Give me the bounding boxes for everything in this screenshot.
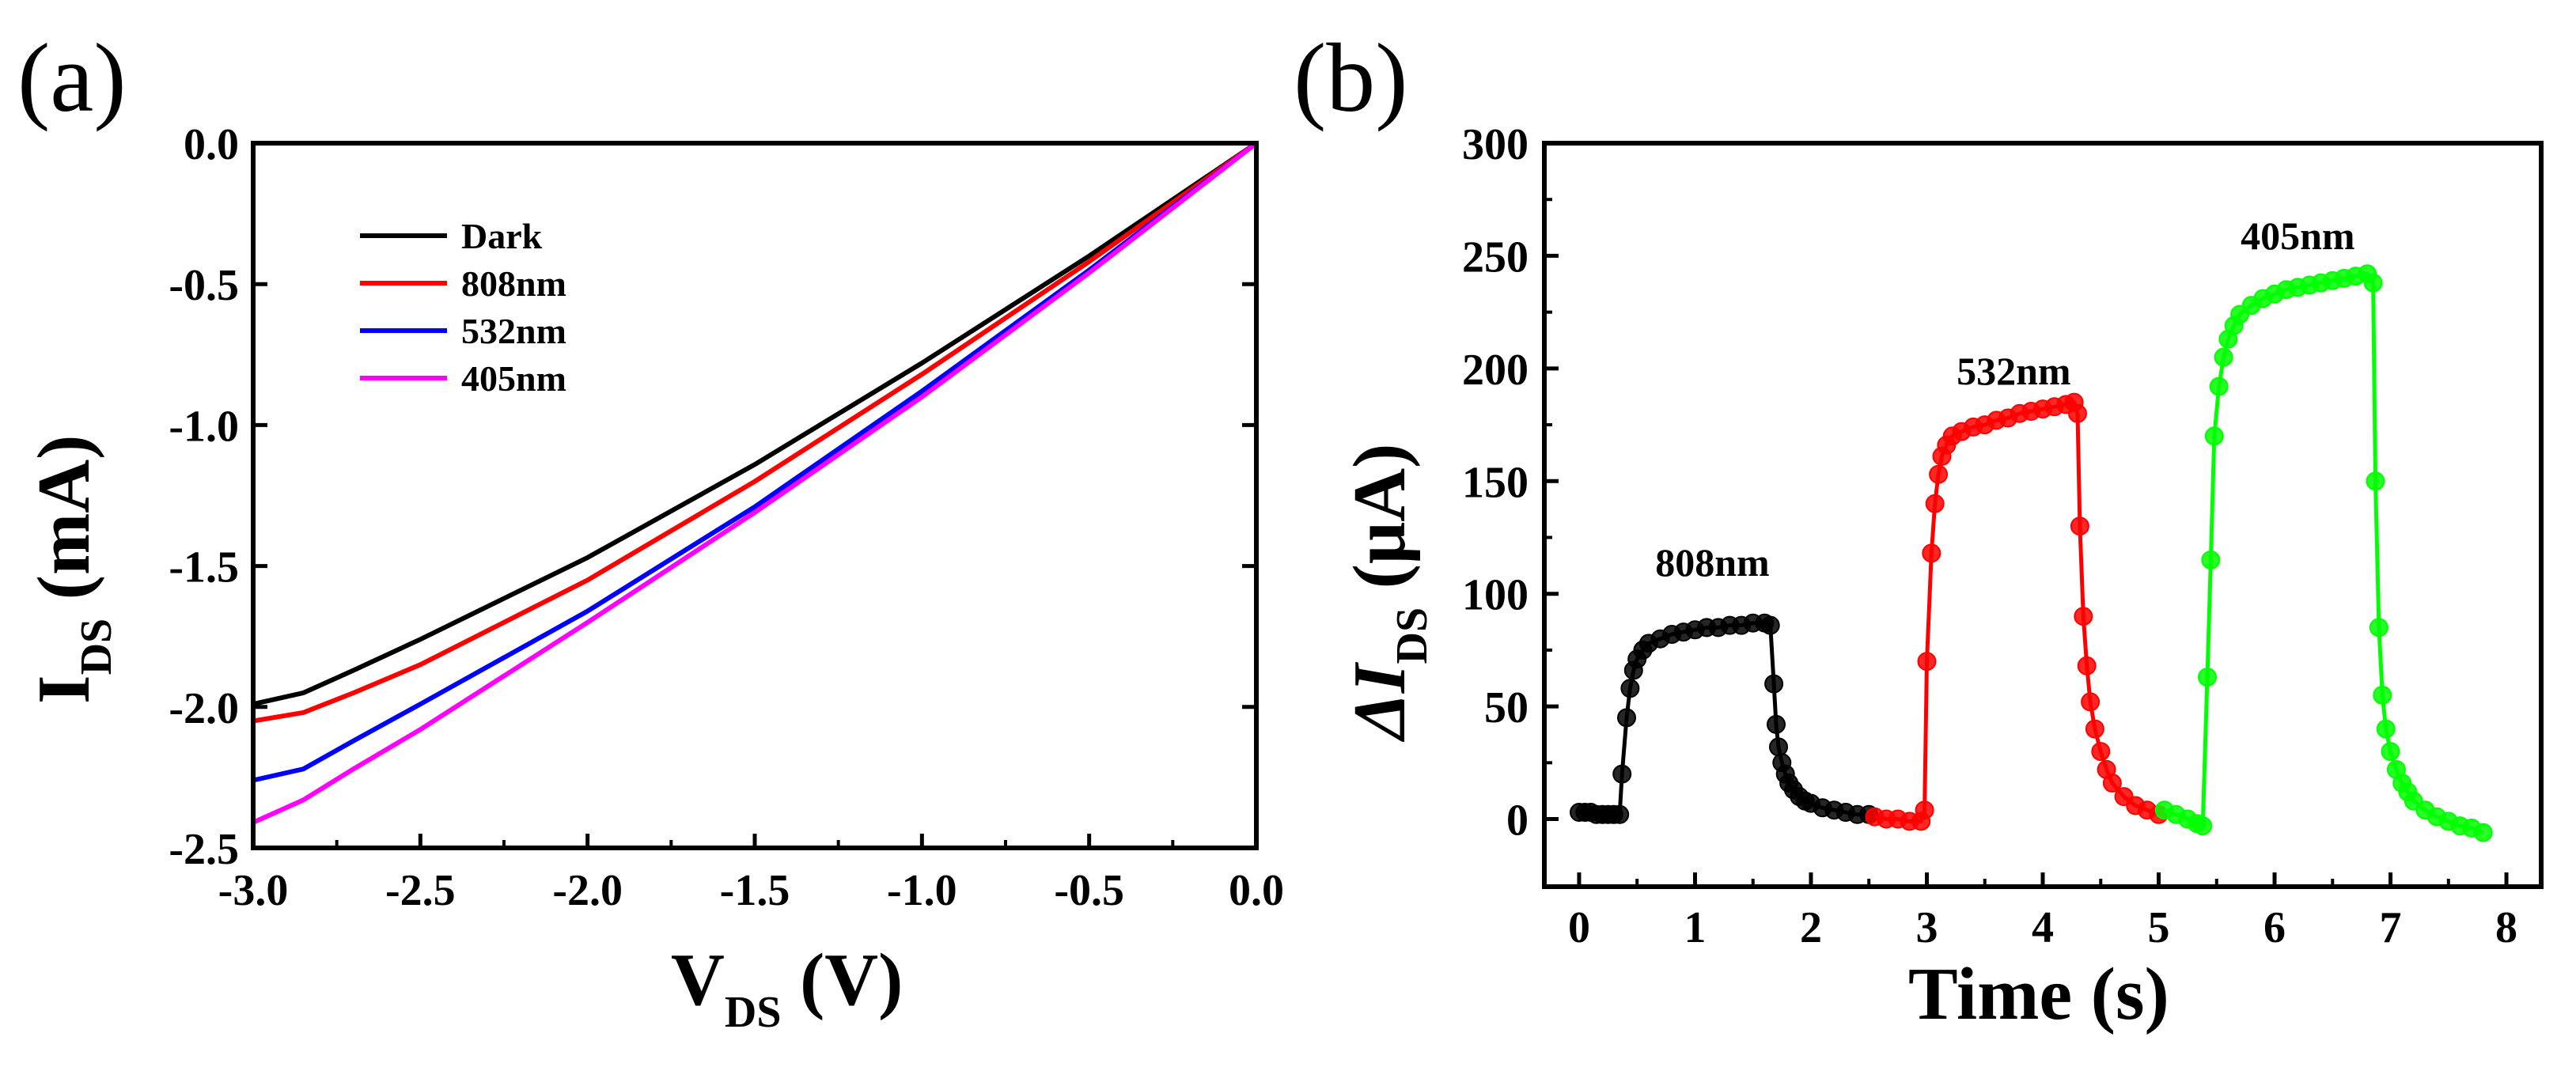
chart-b-series-group	[1570, 264, 2493, 842]
chart-b-point-808nm	[1612, 764, 1632, 784]
chart-a-ytick-label: -0.5	[169, 261, 239, 310]
chart-b-point-808nm	[1769, 737, 1788, 757]
chart-a-series-808nm	[252, 141, 1258, 724]
chart-b-annotations: 808nm 532nm 405nm	[1655, 214, 2354, 585]
chart-b-point-405nm	[2201, 551, 2221, 569]
chart-b-ticks: 0 1 2 3 4 5 6 7 8 0 50 100 150 200 250 300	[1462, 120, 2517, 952]
chart-a-series-group	[252, 141, 1258, 825]
chart-b-point-405nm	[2376, 719, 2396, 739]
chart-b-ytick-label: 150	[1462, 458, 1529, 507]
chart-a-ytick-label: -1.5	[169, 543, 239, 592]
chart-b-xlabel: Time (s)	[1908, 953, 2169, 1035]
chart-a-series-405nm	[252, 141, 1258, 825]
chart-b-point-532nm	[1917, 652, 1937, 672]
chart-b-point-405nm	[2209, 376, 2229, 396]
chart-a-xtick-label: -1.5	[720, 866, 790, 915]
chart-b-xtick-label: 3	[1915, 903, 1938, 952]
chart-b-xtick-label: 8	[2495, 903, 2517, 952]
chart-b-point-532nm	[2081, 692, 2101, 712]
chart-b-annotation-405nm: 405nm	[2241, 214, 2354, 258]
chart-b-point-532nm	[1915, 800, 1934, 820]
chart-a-xtick-label: -1.0	[887, 866, 957, 915]
chart-a-xtick-label: -2.5	[385, 866, 456, 915]
chart-b-point-405nm	[2369, 618, 2388, 638]
chart-b-point-808nm	[1620, 679, 1640, 698]
chart-b-point-532nm	[2077, 656, 2097, 675]
chart-b-ytick-label: 0	[1506, 796, 1529, 846]
chart-a-xlabel: VDS (V)	[671, 939, 903, 1037]
panel-label-a: (a)	[17, 24, 127, 132]
chart-b-xtick-label: 2	[1800, 903, 1822, 952]
chart-b-annotation-808nm: 808nm	[1655, 540, 1769, 585]
chart-b-point-808nm	[1760, 615, 1780, 635]
legend-label-405nm: 405nm	[461, 358, 566, 399]
chart-a-ytick-label: -2.0	[169, 684, 239, 733]
chart-a-series-dark	[252, 141, 1258, 707]
chart-b-xtick-label: 7	[2380, 903, 2402, 952]
chart-a-ytick-label: 0.0	[184, 120, 239, 169]
chart-b-ytick-label: 200	[1462, 346, 1529, 395]
chart-b-ytick-label: 100	[1462, 571, 1529, 620]
chart-b-point-808nm	[1767, 714, 1786, 734]
chart-b-annotation-532nm: 532nm	[1957, 349, 2070, 393]
chart-b-point-405nm	[2204, 426, 2224, 446]
chart-b-point-532nm	[2102, 774, 2122, 793]
chart-a-ticks: -3.0 -2.5 -2.0 -1.5 -1.0 -0.5 0.00.0-0.5-1.0-1…	[169, 120, 1284, 915]
chart-b-point-532nm	[2085, 719, 2104, 739]
chart-b-point-405nm	[2193, 816, 2213, 836]
legend-label-532nm: 532nm	[461, 311, 566, 351]
chart-b-point-532nm	[2070, 516, 2089, 536]
chart-b-point-405nm	[2363, 273, 2383, 293]
chart-a-ylabel: IDS (mA)	[23, 435, 121, 704]
chart-b-ytick-label: 250	[1462, 233, 1529, 282]
chart-b-xtick-label: 6	[2263, 903, 2286, 952]
legend-label-808nm: 808nm	[461, 263, 566, 304]
chart-b-point-405nm	[2473, 823, 2493, 842]
chart-b-point-532nm	[1929, 464, 1949, 484]
chart-a: -3.0 -2.5 -2.0 -1.5 -1.0 -0.5 0.00.0-0.5-1.0-1…	[23, 120, 1284, 1037]
chart-b-point-405nm	[2214, 347, 2233, 367]
chart-a-xtick-label: -0.5	[1054, 866, 1124, 915]
chart-a-xtick-label: 0.0	[1229, 866, 1284, 915]
chart-b-point-532nm	[1925, 494, 1945, 513]
chart-b-xtick-label: 4	[2032, 903, 2054, 952]
legend-label-dark: Dark	[461, 216, 543, 256]
chart-a-xtick-label: -2.0	[552, 866, 623, 915]
chart-b-ylabel: ΔIDS (μA)	[1339, 444, 1437, 743]
chart-b-xtick-label: 0	[1568, 903, 1590, 952]
chart-b-point-532nm	[2068, 403, 2087, 423]
chart-b-point-405nm	[2381, 742, 2400, 762]
chart-b-point-405nm	[2198, 668, 2217, 687]
chart-b-point-532nm	[2091, 742, 2111, 762]
chart-a-ytick-label: -1.0	[169, 402, 239, 451]
chart-b-point-808nm	[1617, 708, 1636, 728]
chart-b-xtick-label: 5	[2148, 903, 2170, 952]
chart-b-point-532nm	[1922, 543, 1941, 563]
chart-a-series-532nm	[252, 141, 1258, 783]
chart-b-point-808nm	[1610, 804, 1630, 824]
chart-a-legend: Dark 808nm 532nm 405nm	[360, 216, 566, 399]
chart-b-point-808nm	[1764, 674, 1784, 694]
chart-a-xtick-label: -3.0	[218, 866, 289, 915]
chart-b-xtick-label: 1	[1684, 903, 1706, 952]
panel-label-b: (b)	[1294, 24, 1408, 132]
chart-b-point-532nm	[2074, 607, 2093, 626]
chart-b-point-405nm	[2366, 471, 2385, 491]
chart-a-ytick-label: -2.5	[169, 825, 239, 874]
chart-b-point-405nm	[2373, 685, 2392, 705]
chart-b-series-line-532nm	[1874, 400, 2160, 823]
chart-b: 0 1 2 3 4 5 6 7 8 0 50 100 150 200 250 300 808nm 532nm 40…	[1339, 120, 2544, 1035]
chart-b-ytick-label: 300	[1462, 120, 1529, 169]
chart-b-ytick-label: 50	[1484, 683, 1529, 732]
